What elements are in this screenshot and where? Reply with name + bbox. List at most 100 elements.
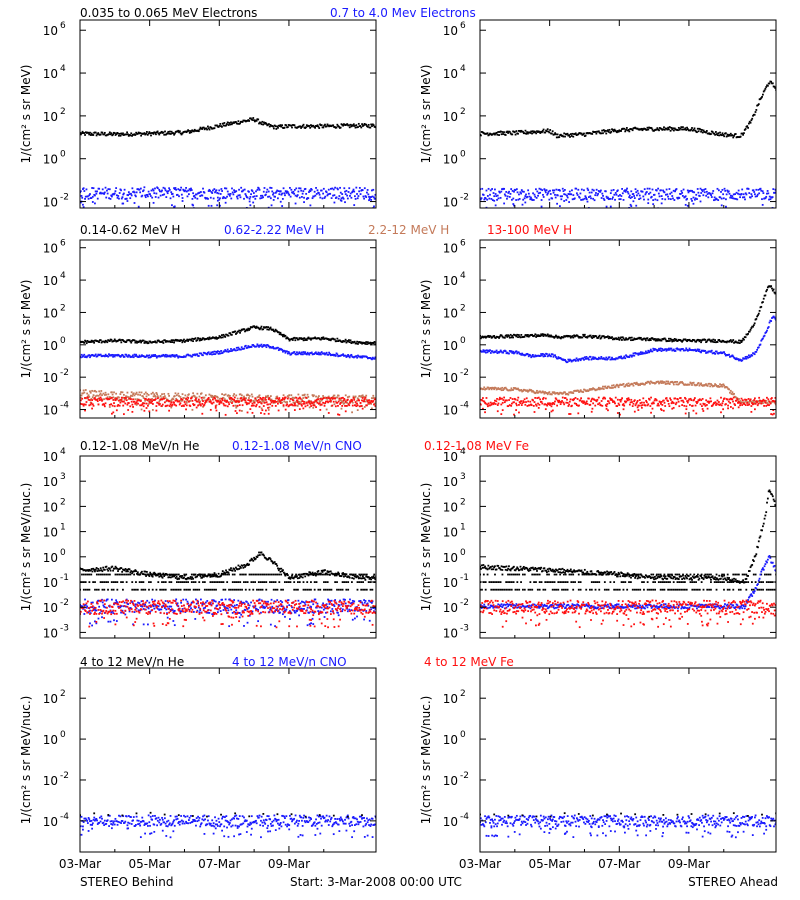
data-point — [295, 353, 298, 356]
data-point — [195, 406, 198, 409]
data-point — [614, 386, 617, 389]
data-point — [262, 328, 265, 331]
data-point — [112, 396, 115, 399]
data-point — [501, 409, 504, 412]
data-point — [691, 404, 694, 407]
data-point — [484, 197, 487, 200]
data-point — [641, 129, 644, 132]
data-point — [493, 335, 496, 337]
data-point — [179, 396, 182, 398]
data-point — [298, 396, 301, 399]
data-point — [344, 399, 346, 402]
data-point — [686, 128, 689, 131]
data-point — [356, 404, 359, 407]
data-point — [151, 403, 154, 405]
data-point — [583, 401, 586, 404]
data-point — [580, 198, 583, 201]
data-point — [202, 405, 204, 408]
data-point — [291, 397, 293, 400]
data-point — [118, 399, 120, 402]
data-point — [600, 197, 603, 199]
data-point — [177, 129, 180, 132]
data-point — [323, 352, 326, 355]
data-point — [616, 412, 619, 414]
data-point — [238, 404, 241, 407]
data-point — [660, 350, 663, 352]
data-point — [175, 404, 178, 407]
data-point — [713, 341, 716, 344]
data-point — [374, 402, 376, 405]
data-point — [125, 397, 127, 399]
data-point — [268, 397, 271, 399]
data-point — [563, 193, 566, 196]
data-point — [151, 400, 154, 403]
data-point — [326, 397, 329, 400]
data-point — [521, 190, 524, 193]
data-point — [284, 396, 287, 399]
data-point — [632, 200, 635, 203]
data-point — [201, 412, 204, 415]
data-point — [756, 315, 759, 318]
data-point — [366, 356, 368, 359]
data-point — [588, 389, 590, 392]
data-point — [133, 394, 136, 397]
data-point — [89, 391, 92, 394]
data-point — [634, 404, 637, 407]
data-point — [758, 396, 761, 399]
data-point — [84, 340, 87, 343]
data-point — [262, 400, 265, 403]
data-point — [308, 400, 311, 403]
data-point — [629, 336, 632, 339]
data-point — [255, 403, 258, 406]
data-point — [499, 387, 502, 390]
data-point — [145, 395, 148, 398]
data-point — [212, 189, 214, 192]
data-point — [131, 187, 134, 190]
data-point — [525, 401, 527, 403]
data-point — [344, 400, 347, 403]
data-point — [602, 388, 605, 390]
data-point — [497, 131, 500, 133]
data-point — [231, 402, 233, 404]
data-point — [163, 354, 166, 357]
data-point — [517, 198, 520, 201]
data-point — [110, 403, 113, 406]
data-point — [715, 198, 718, 201]
data-point — [257, 344, 260, 347]
data-point — [245, 403, 248, 406]
data-point — [202, 400, 204, 402]
data-point — [90, 197, 93, 199]
data-point — [488, 197, 491, 200]
data-point — [519, 336, 522, 339]
data-point — [759, 187, 762, 190]
data-point — [339, 403, 341, 405]
data-point — [327, 188, 330, 191]
data-point — [315, 187, 317, 189]
data-point — [752, 401, 755, 404]
data-point — [316, 401, 319, 404]
data-point — [672, 402, 675, 404]
data-point — [624, 189, 626, 192]
legend-layer: 0.035 to 0.065 MeV Electrons 0.7 to 4.0 M… — [80, 6, 572, 669]
data-point — [347, 124, 350, 127]
data-point — [719, 403, 722, 406]
data-point — [191, 399, 194, 402]
data-point — [682, 401, 685, 404]
data-point — [258, 394, 261, 397]
data-point — [138, 354, 141, 357]
data-point — [228, 122, 231, 124]
data-point — [504, 350, 507, 353]
data-point — [736, 198, 739, 201]
data-point — [693, 127, 696, 130]
data-point — [525, 132, 528, 135]
data-point — [758, 192, 761, 195]
data-point — [664, 193, 667, 196]
data-point — [484, 349, 486, 352]
data-point — [352, 123, 355, 126]
data-point — [693, 198, 696, 201]
data-point — [503, 388, 505, 390]
data-point — [774, 209, 776, 211]
data-point — [312, 124, 315, 127]
y-axis-label: 1/(cm² s sr MeV) — [19, 65, 33, 164]
data-point — [564, 397, 567, 399]
